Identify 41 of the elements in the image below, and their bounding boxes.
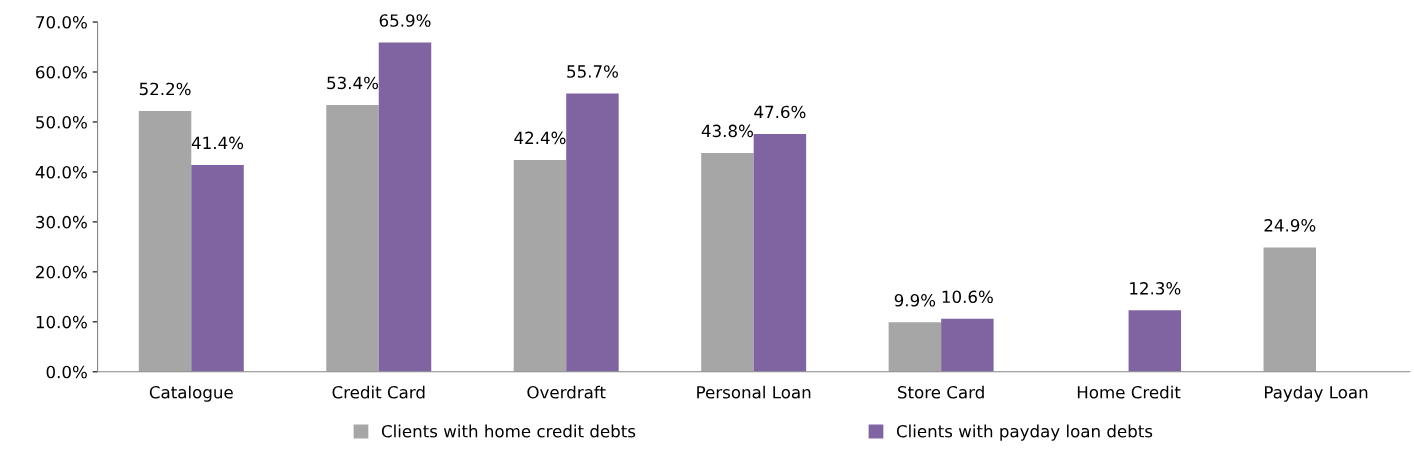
y-tick-label: 60.0% [36,65,87,79]
bar [513,159,567,372]
bar [1263,247,1317,372]
data-label: 43.8% [701,124,753,138]
legend-label: Clients with payday loan debts [896,424,1153,441]
y-tick-label: 30.0% [36,215,87,229]
data-label: 52.2% [139,82,191,96]
y-tick-label: 20.0% [36,265,87,279]
bar [753,133,807,372]
y-tick-label: 70.0% [36,15,87,29]
x-tick-label: Home Credit [1077,385,1181,399]
bar [888,322,942,372]
bar [138,110,192,372]
bar [1128,310,1182,372]
data-label: 65.9% [379,14,431,27]
y-tick-label: 40.0% [35,165,87,179]
bar [326,104,379,372]
data-label: 12.3% [1130,282,1181,295]
bar [566,93,619,372]
y-tick-label: 50.0% [36,115,87,129]
bar [378,42,432,372]
bar [191,164,244,372]
data-label: 42.4% [514,131,566,145]
legend-label: Clients with home credit debts [381,424,636,438]
bar [941,318,994,372]
x-tick-label: Credit Card [332,385,425,399]
data-label: 53.4% [327,76,379,90]
data-label: 10.6% [942,290,993,304]
x-tick-label: Store Card [898,385,984,399]
bar [701,152,754,372]
data-label: 47.6% [754,105,806,119]
y-tick-label: 0.0% [46,365,87,379]
data-label: 9.9% [894,294,936,307]
data-label: 55.7% [567,65,618,78]
x-tick-label: Payday Loan [1265,385,1368,402]
x-tick-label: Personal Loan [697,385,811,399]
data-label: 41.4% [191,136,244,150]
y-tick-label: 10.0% [36,315,87,329]
x-tick-label: Overdraft [527,385,606,399]
data-label: 24.9% [1264,219,1316,232]
x-tick-label: Catalogue [149,385,233,402]
